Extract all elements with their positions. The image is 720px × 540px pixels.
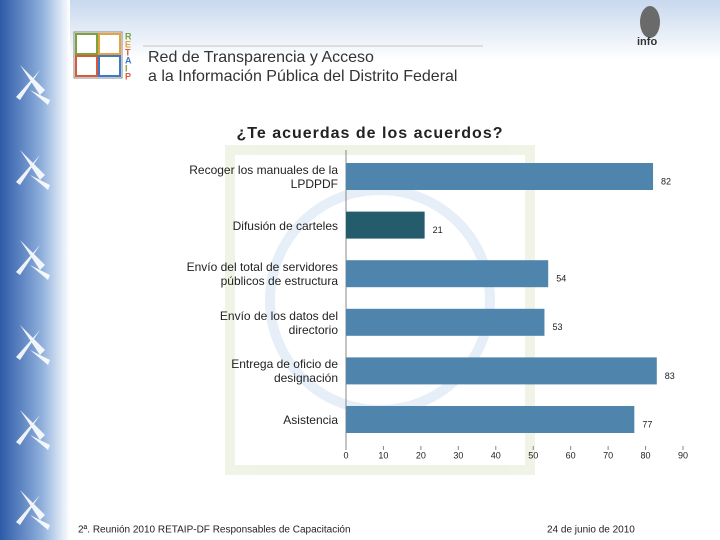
header-rule: [143, 45, 483, 47]
logo-grid: [73, 31, 123, 79]
logo-letter: R: [125, 31, 132, 41]
logo-letter: I: [125, 63, 128, 73]
side-icons: [16, 65, 50, 530]
category-label: Envío del total de servidores públicos d…: [186, 260, 338, 289]
x-tick-label: 40: [491, 450, 501, 460]
x-tick-label: 20: [416, 450, 426, 460]
category-label: Recoger los manuales de la LPDPDF: [189, 163, 338, 191]
logo-letter: A: [125, 55, 132, 65]
bar: [346, 357, 657, 385]
bar: [346, 406, 635, 433]
value-label: 21: [433, 225, 443, 235]
bar: [346, 308, 545, 336]
bar: [346, 163, 654, 190]
right-logo-icon: [640, 6, 660, 38]
x-tick-label: 0: [343, 450, 348, 460]
category-label: Difusión de carteles: [232, 218, 338, 233]
right-logo: info: [637, 36, 657, 48]
chart-title: ¿Te acuerdas de los acuerdos?: [236, 125, 503, 142]
logo-letter: E: [125, 39, 131, 49]
header-line2: a la Información Pública del Distrito Fe…: [148, 68, 457, 85]
header-line1: Red de Transparencia y Acceso: [148, 49, 374, 66]
category-label: Envío de los datos del directorio: [219, 308, 338, 337]
x-tick-label: 50: [528, 450, 538, 460]
logo-letter: P: [125, 71, 131, 81]
logo-letter: T: [125, 47, 131, 57]
bar: [346, 260, 549, 288]
footer-right: 24 de junio de 2010: [547, 525, 635, 536]
value-label: 82: [661, 176, 671, 186]
value-label: 83: [665, 371, 675, 381]
x-tick-label: 90: [678, 450, 688, 460]
x-tick-label: 10: [378, 450, 388, 460]
x-tick-label: 60: [566, 450, 576, 460]
logo-letters: RETAIP: [125, 31, 132, 81]
category-label: Entrega de oficio de designación: [231, 357, 338, 386]
value-label: 54: [556, 274, 566, 284]
x-tick-label: 80: [641, 450, 651, 460]
x-tick-label: 70: [603, 450, 613, 460]
category-label: Asistencia: [283, 413, 338, 427]
x-tick-label: 30: [453, 450, 463, 460]
side-band: [0, 0, 70, 540]
bar: [346, 211, 425, 239]
value-label: 77: [642, 419, 652, 429]
footer-left: 2ª. Reunión 2010 RETAIP-DF Responsables …: [78, 525, 351, 536]
value-label: 53: [552, 322, 562, 332]
